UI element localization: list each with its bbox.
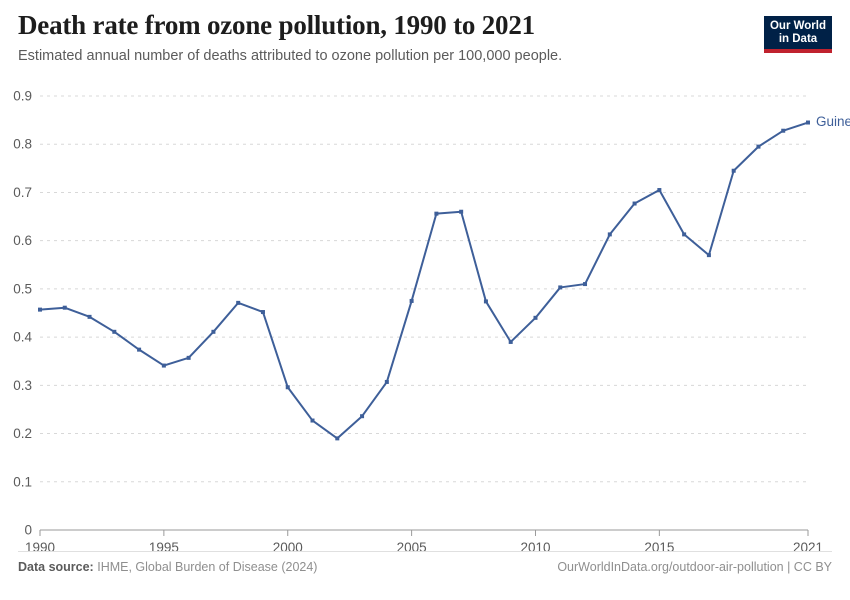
data-source-value: IHME, Global Burden of Disease (2024) — [97, 560, 318, 574]
data-point-marker[interactable] — [459, 209, 464, 214]
data-point-marker[interactable] — [161, 363, 166, 368]
series-end-label[interactable]: Guinea-Bissau — [816, 114, 850, 129]
data-point-marker[interactable] — [236, 300, 241, 305]
logo-line-1: Our World — [769, 20, 826, 32]
data-source: Data source: IHME, Global Burden of Dise… — [18, 560, 317, 574]
y-axis-tick-label: 0.6 — [13, 233, 32, 248]
y-axis-labels-group: 0 0.1 0.2 0.3 0.4 0.5 0.6 0.7 0.8 0.9 — [13, 89, 32, 538]
data-point-marker[interactable] — [756, 144, 761, 149]
credit-link[interactable]: OurWorldInData.org/outdoor-air-pollution… — [557, 560, 832, 574]
data-source-label: Data source: — [18, 560, 94, 574]
data-point-marker[interactable] — [483, 299, 488, 304]
data-point-marker[interactable] — [211, 329, 216, 334]
y-axis-tick-label: 0.4 — [13, 330, 32, 345]
series-line-guinea-bissau[interactable] — [39, 121, 809, 440]
data-point-marker[interactable] — [112, 329, 117, 334]
data-point-marker[interactable] — [583, 282, 588, 287]
y-axis-tick-label: 0.1 — [13, 474, 32, 489]
data-point-marker[interactable] — [657, 188, 662, 193]
data-point-marker[interactable] — [806, 120, 810, 125]
data-point-marker[interactable] — [62, 305, 67, 310]
data-point-marker[interactable] — [781, 128, 786, 133]
y-axis-tick-label: 0 — [24, 523, 32, 538]
data-point-marker[interactable] — [632, 201, 637, 206]
data-point-marker[interactable] — [137, 347, 142, 352]
gridlines-group — [40, 95, 808, 531]
data-point-marker[interactable] — [558, 285, 563, 290]
y-axis-tick-label: 0.7 — [13, 185, 32, 200]
logo-line-2: in Data — [778, 33, 818, 45]
data-point-marker[interactable] — [186, 355, 191, 360]
data-point-marker[interactable] — [360, 414, 365, 419]
data-point-marker[interactable] — [731, 168, 736, 173]
data-point-marker[interactable] — [335, 436, 340, 441]
plot-area: 0 0.1 0.2 0.3 0.4 0.5 0.6 0.7 0.8 0.9 1990 1995 200… — [0, 80, 850, 558]
data-point-marker[interactable] — [533, 315, 538, 320]
chart-header: Death rate from ozone pollution, 1990 to… — [18, 8, 832, 72]
y-axis-tick-label: 0.3 — [13, 378, 32, 393]
data-point-marker[interactable] — [285, 385, 290, 390]
data-point-marker[interactable] — [409, 298, 414, 303]
y-axis-tick-label: 0.5 — [13, 281, 32, 296]
data-point-marker[interactable] — [508, 339, 513, 344]
data-point-marker[interactable] — [310, 418, 315, 423]
line-chart-svg[interactable]: 00.10.20.30.40.50.60.70.80.9 1990 1995 200… — [0, 80, 850, 558]
series-group: Guinea-Bissau — [38, 114, 850, 441]
y-axis-tick-label: 0.9 — [13, 89, 32, 104]
data-point-marker[interactable] — [607, 232, 612, 237]
data-point-marker[interactable] — [87, 314, 92, 319]
data-point-marker[interactable] — [384, 379, 389, 384]
data-point-marker[interactable] — [434, 211, 439, 216]
data-point-marker[interactable] — [682, 232, 687, 237]
chart-footer: Data source: IHME, Global Burden of Dise… — [18, 551, 832, 578]
data-point-marker[interactable] — [260, 310, 265, 315]
y-axis-tick-label: 0.2 — [13, 426, 32, 441]
data-point-marker[interactable] — [38, 307, 42, 312]
our-world-in-data-logo[interactable]: Our World in Data — [764, 16, 832, 53]
y-axis-tick-label: 0.8 — [13, 137, 32, 152]
data-point-marker[interactable] — [706, 253, 711, 258]
chart-subtitle: Estimated annual number of deaths attrib… — [18, 48, 563, 64]
page-title: Death rate from ozone pollution, 1990 to… — [18, 10, 535, 40]
